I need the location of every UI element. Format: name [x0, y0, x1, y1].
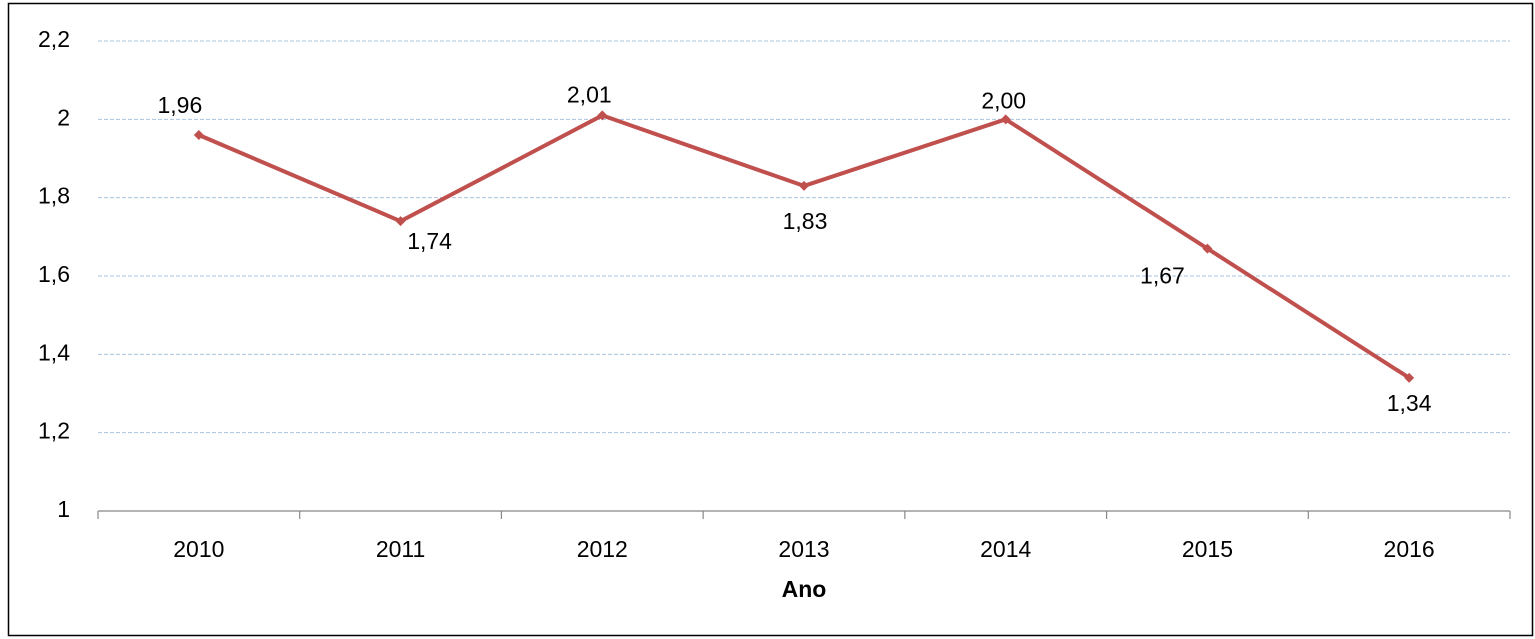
data-label: 1,96 [157, 92, 202, 118]
point-marker [1404, 372, 1415, 383]
data-label: 1,83 [783, 208, 828, 234]
point-marker [597, 110, 608, 121]
y-tick-label: 1 [57, 496, 70, 522]
point-marker [395, 216, 406, 227]
data-label: 1,34 [1387, 390, 1432, 416]
y-tick-label: 1,8 [38, 183, 70, 209]
data-label: 2,01 [567, 81, 612, 107]
x-tick-label: 2012 [577, 536, 628, 562]
x-tick-label: 2016 [1384, 536, 1435, 562]
x-tick-label: 2013 [778, 536, 829, 562]
x-tick-label: 2015 [1182, 536, 1233, 562]
point-marker [1202, 243, 1213, 254]
x-axis-label: Ano [782, 576, 827, 602]
data-label: 1,67 [1140, 263, 1185, 289]
data-label: 1,74 [407, 228, 452, 254]
x-tick-label: 2010 [173, 536, 224, 562]
y-tick-label: 1,6 [38, 261, 70, 287]
point-marker [1000, 114, 1011, 125]
data-label: 2,00 [981, 87, 1026, 113]
x-tick-label: 2014 [980, 536, 1031, 562]
y-tick-label: 2,2 [38, 26, 70, 52]
point-marker [193, 130, 204, 140]
point-marker [799, 180, 809, 191]
chart-border [7, 2, 1534, 637]
y-tick-label: 1,2 [38, 418, 70, 444]
y-tick-label: 1,4 [38, 339, 70, 365]
x-tick-label: 2011 [376, 536, 425, 562]
y-tick-label: 2 [57, 104, 70, 130]
